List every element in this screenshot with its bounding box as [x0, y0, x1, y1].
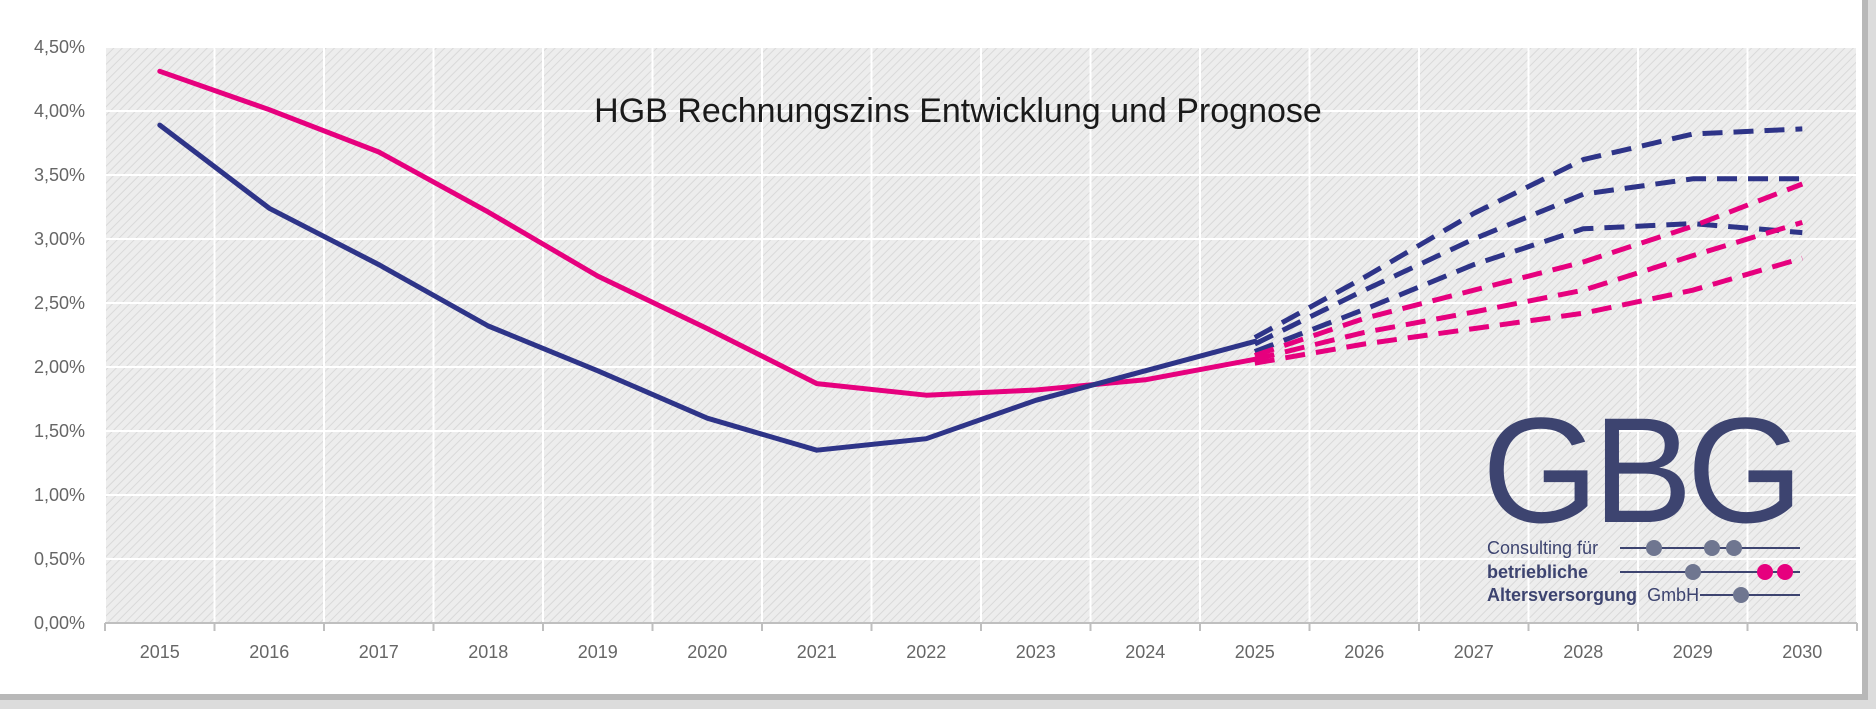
y-tick-label: 3,00% [34, 229, 85, 249]
logo-wordmark: GBG [1482, 386, 1797, 554]
logo-text-line3: Altersversorgung GmbH [1487, 585, 1699, 605]
x-tick-label: 2015 [140, 642, 180, 662]
logo-text-line3-bold: Altersversorgung [1487, 585, 1637, 605]
series-line-5 [1253, 181, 1804, 358]
x-tick-label: 2023 [1016, 642, 1056, 662]
series-line-2 [1253, 126, 1803, 340]
logo-dot [1757, 564, 1773, 580]
logo-dot [1777, 564, 1793, 580]
x-tick-label: 2017 [359, 642, 399, 662]
y-tick-label: 0,00% [34, 613, 85, 633]
x-tick-label: 2029 [1673, 642, 1713, 662]
y-tick-label: 0,50% [34, 549, 85, 569]
series-line-1 [157, 122, 1258, 453]
y-tick-label: 2,00% [34, 357, 85, 377]
logo-dot [1646, 540, 1662, 556]
x-tick-label: 2024 [1125, 642, 1165, 662]
series-line-6 [1254, 220, 1804, 362]
x-tick-label: 2021 [797, 642, 837, 662]
series-line-4 [1253, 221, 1803, 354]
x-tick-label: 2022 [906, 642, 946, 662]
y-tick-label: 3,50% [34, 165, 85, 185]
y-tick-label: 4,50% [34, 37, 85, 57]
x-tick-label: 2020 [687, 642, 727, 662]
y-tick-label: 1,50% [34, 421, 85, 441]
series-line-0 [157, 68, 1258, 398]
logo-text-line1: Consulting für [1487, 538, 1598, 558]
y-tick-label: 2,50% [34, 293, 85, 313]
x-tick-label: 2025 [1235, 642, 1275, 662]
logo-text-line3-rest: GmbH [1647, 585, 1699, 605]
x-tick-label: 2030 [1782, 642, 1822, 662]
axes: 0,00% 0,50% 1,00% 1,50% 2,00% 2,50% 3,00% 3,50%… [34, 37, 1858, 662]
x-tick-label: 2019 [578, 642, 618, 662]
x-tick-label: 2016 [249, 642, 289, 662]
logo-dot [1704, 540, 1720, 556]
logo-dot [1726, 540, 1742, 556]
logo-dot [1733, 587, 1749, 603]
series-line-3 [1253, 176, 1803, 347]
x-tick-label: 2026 [1344, 642, 1384, 662]
chart-title: HGB Rechnungszins Entwicklung und Progno… [594, 92, 1322, 130]
gbg-logo: GBG Consulting für betriebliche Altersve… [1482, 386, 1803, 605]
x-tick-label: 2028 [1563, 642, 1603, 662]
y-tick-label: 4,00% [34, 101, 85, 121]
x-tick-label: 2018 [468, 642, 508, 662]
logo-dot [1685, 564, 1701, 580]
x-tick-label: 2027 [1454, 642, 1494, 662]
y-tick-label: 1,00% [34, 485, 85, 505]
series-group [157, 68, 1804, 453]
grid [104, 46, 1858, 624]
logo-text-line2: betriebliche [1487, 562, 1588, 582]
